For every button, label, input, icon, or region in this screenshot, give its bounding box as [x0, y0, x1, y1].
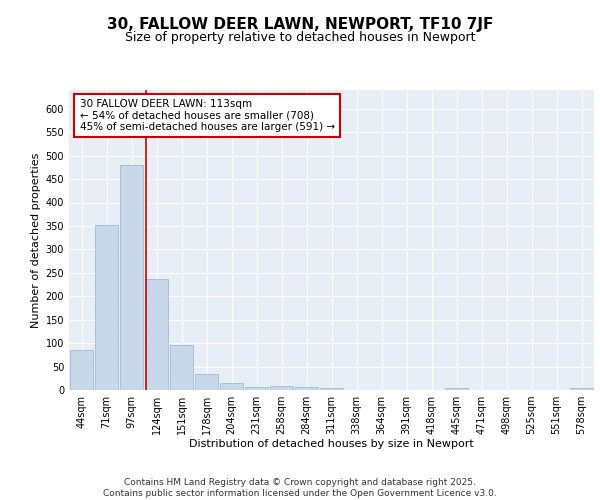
Bar	[245, 386, 268, 390]
Text: 30 FALLOW DEER LAWN: 113sqm
← 54% of detached houses are smaller (708)
45% of se: 30 FALLOW DEER LAWN: 113sqm ← 54% of det…	[79, 99, 335, 132]
Text: Size of property relative to detached houses in Newport: Size of property relative to detached ho…	[125, 31, 475, 44]
Bar	[119, 165, 143, 390]
Bar	[295, 386, 319, 390]
Bar	[320, 388, 343, 390]
X-axis label: Distribution of detached houses by size in Newport: Distribution of detached houses by size …	[189, 438, 474, 448]
Bar	[220, 382, 244, 390]
Bar	[269, 386, 293, 390]
Text: Contains HM Land Registry data © Crown copyright and database right 2025.
Contai: Contains HM Land Registry data © Crown c…	[103, 478, 497, 498]
Text: 30, FALLOW DEER LAWN, NEWPORT, TF10 7JF: 30, FALLOW DEER LAWN, NEWPORT, TF10 7JF	[107, 18, 493, 32]
Bar	[95, 225, 118, 390]
Y-axis label: Number of detached properties: Number of detached properties	[31, 152, 41, 328]
Bar	[445, 388, 469, 390]
Bar	[569, 388, 593, 390]
Bar	[70, 350, 94, 390]
Bar	[145, 279, 169, 390]
Bar	[194, 374, 218, 390]
Bar	[170, 345, 193, 390]
